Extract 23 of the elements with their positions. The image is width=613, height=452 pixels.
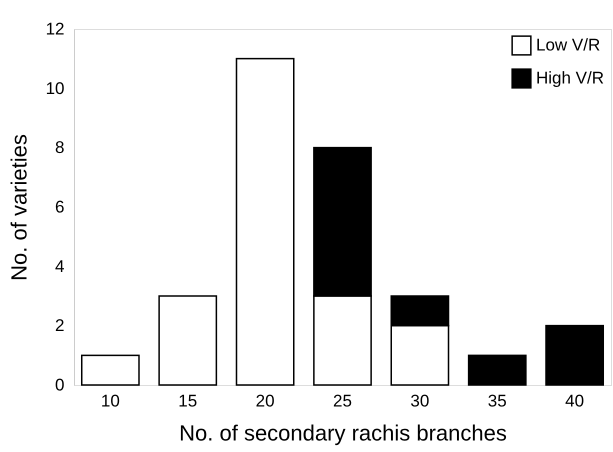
bar [545,324,604,386]
y-tick-label: 2 [55,316,64,336]
y-tick-label: 0 [55,376,64,394]
x-tick-label: 30 [410,392,430,410]
x-tick-label: 15 [178,392,198,410]
y-tick-label: 4 [55,256,64,276]
y-tick-label: 6 [55,198,64,216]
y-tick-label: 10 [46,78,64,98]
x-axis-title: No. of secondary rachis branches [179,420,507,446]
bar [236,58,294,386]
y-tick-label: 8 [55,138,64,158]
legend-label: High V/R [536,68,604,88]
x-tick-label: 40 [565,392,584,410]
bar [468,354,527,386]
bar [158,295,218,386]
y-axis-title: No. of varieties [6,134,32,281]
x-tick-label: 10 [100,392,120,410]
x-tick-label: 20 [256,392,275,410]
y-tick-label: 12 [46,20,64,38]
x-tick-label: 35 [488,392,507,410]
legend-label: Low V/R [536,36,600,54]
bar [80,354,140,386]
x-tick-label: 25 [333,392,352,410]
